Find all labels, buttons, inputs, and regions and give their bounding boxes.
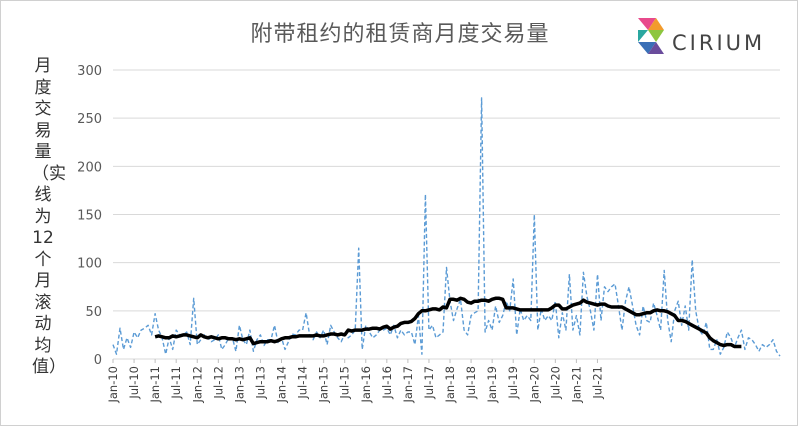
- y-tick-label: 150: [77, 209, 102, 224]
- x-tick-label: Jul-14: [296, 366, 310, 400]
- x-tick-label: Jan-20: [527, 366, 541, 404]
- x-tick-label: Jul-12: [211, 366, 225, 400]
- chart-title: 附带租约的租赁商月度交易量: [250, 22, 550, 47]
- x-tick-label: Jan-17: [401, 366, 415, 404]
- y-tick-label: 100: [77, 257, 102, 272]
- x-tick-label: Jan-10: [106, 366, 120, 404]
- cirium-logo: CIRIUM: [634, 12, 784, 62]
- x-tick-label: Jan-12: [190, 366, 204, 404]
- x-tick-label: Jan-19: [485, 366, 499, 404]
- x-tick-label: Jul-10: [127, 366, 141, 400]
- x-tick-label: Jul-13: [253, 366, 267, 400]
- x-tick-label: Jul-11: [169, 366, 183, 400]
- x-tick-label: Jul-15: [338, 366, 352, 400]
- x-tick-label: Jul-19: [506, 366, 520, 400]
- x-tick-label: Jan-14: [275, 366, 289, 404]
- x-tick-label: Jul-21: [590, 366, 604, 400]
- x-tick-label: Jul-17: [422, 366, 436, 400]
- y-tick-label: 200: [77, 160, 102, 175]
- x-tick-label: Jul-20: [548, 366, 562, 400]
- x-tick-label: Jan-18: [443, 366, 457, 404]
- y-tick-label: 300: [77, 64, 102, 79]
- x-tick-label: Jan-16: [359, 366, 373, 404]
- x-tick-label: Jan-11: [148, 366, 162, 404]
- y-tick-label: 0: [94, 353, 102, 368]
- x-tick-label: Jan-21: [569, 366, 583, 404]
- logo-text: CIRIUM: [672, 31, 766, 55]
- x-tick-label: Jul-16: [380, 366, 394, 400]
- y-tick-label: 250: [77, 112, 102, 127]
- cirium-logo-icon: [638, 18, 664, 54]
- x-tick-label: Jan-15: [317, 366, 331, 404]
- x-tick-label: Jul-18: [464, 366, 478, 400]
- series-line-rolling-mean: [154, 296, 742, 349]
- x-tick-label: Jan-13: [232, 366, 246, 404]
- series-line-monthly: [112, 97, 781, 357]
- y-tick-label: 50: [85, 305, 102, 320]
